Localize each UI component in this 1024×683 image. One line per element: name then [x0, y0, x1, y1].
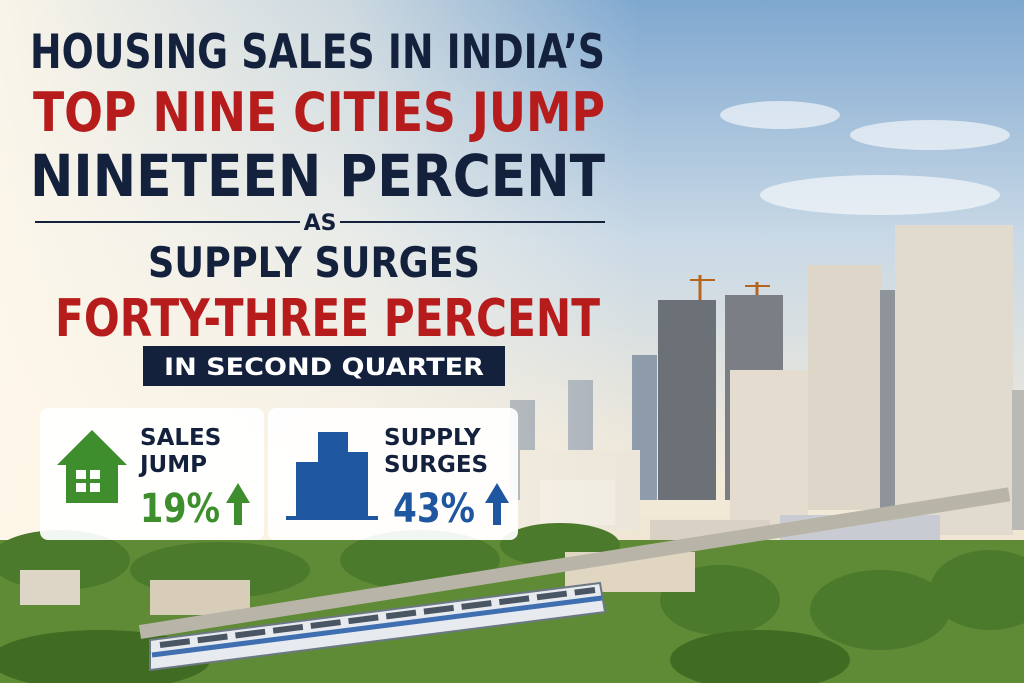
headline-line: TOP NINE CITIES JUMP [33, 81, 605, 144]
headline-line: NINETEEN PERCENT [30, 142, 605, 210]
headline-line: FORTY-THREE PERCENT [55, 289, 600, 349]
up-arrow [226, 483, 250, 525]
tag: IN SECOND QUARTER [164, 353, 484, 381]
headline-line: HOUSING SALES IN INDIA’S [30, 25, 605, 80]
sales-card: SALES JUMP 19% [40, 408, 264, 540]
connector: AS [304, 211, 337, 236]
house-icon [57, 430, 127, 503]
clouds [720, 101, 1010, 215]
card-label: SURGES [384, 452, 488, 478]
card-label: SALES [140, 425, 221, 451]
card-value: 43% [393, 486, 475, 532]
headline: HOUSING SALES IN INDIA’S TOP NINE CITIES… [30, 25, 605, 386]
trees [0, 523, 1024, 683]
tag-box [143, 346, 505, 386]
card-value: 19% [140, 486, 220, 532]
headline-line: SUPPLY SURGES [148, 238, 480, 287]
card-label: JUMP [138, 452, 207, 478]
card-label: SUPPLY [384, 425, 481, 451]
building-icon [286, 432, 378, 520]
up-arrow [485, 483, 509, 525]
supply-card: SUPPLY SURGES 43% [268, 408, 518, 540]
metro [138, 487, 1011, 672]
